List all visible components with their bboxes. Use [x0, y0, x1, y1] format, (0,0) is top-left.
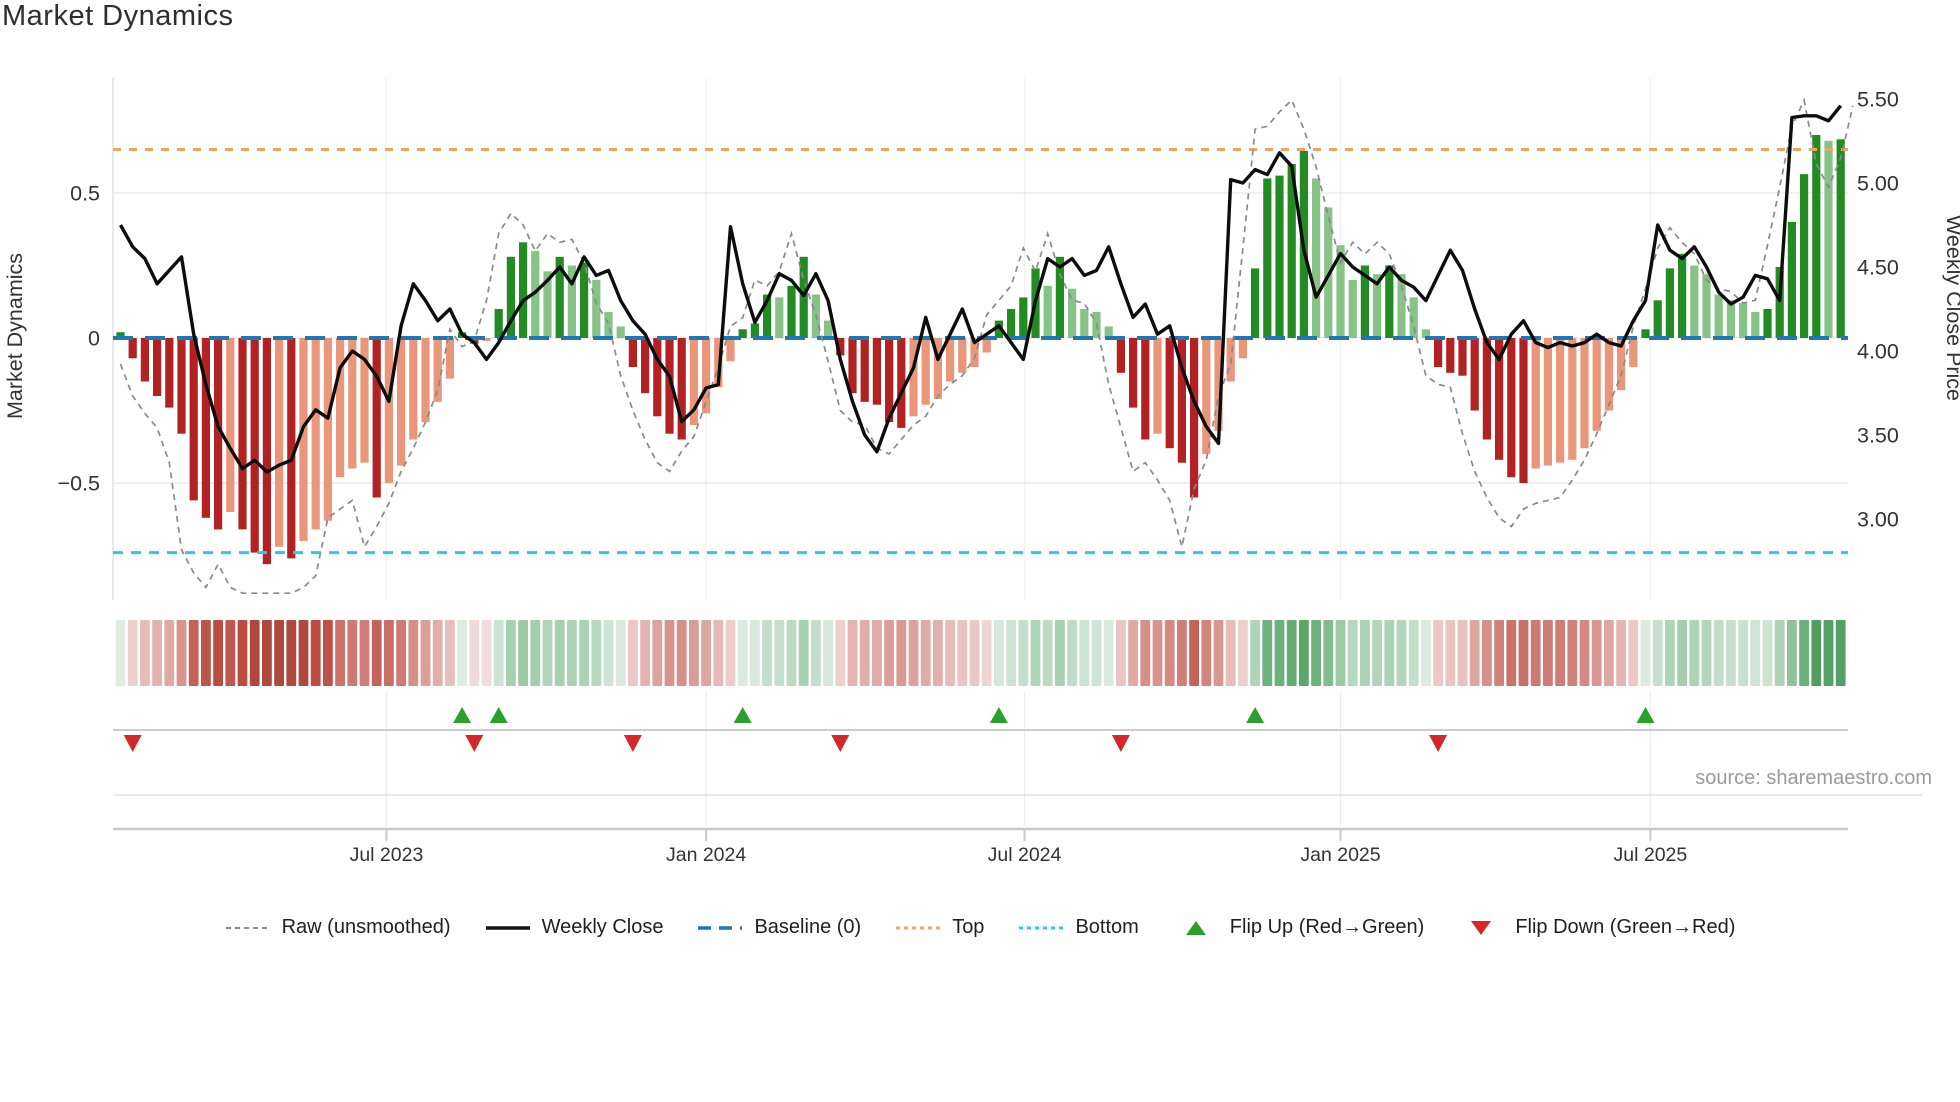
y-axis-labels: 0.5 0 −0.5 5.50 5.00 4.50 4.00 3.50 3.00 Market D… — [3, 88, 1960, 532]
flip-down-marker — [465, 735, 484, 752]
flip-down-marker — [623, 735, 642, 752]
x-tick-label: Jul 2023 — [350, 844, 424, 866]
dashed-line-icon — [225, 926, 270, 929]
left-tick-label: 0 — [88, 327, 100, 351]
left-tick-label: 0.5 — [70, 182, 100, 206]
right-tick-label: 3.00 — [1857, 508, 1899, 532]
right-tick-label: 3.50 — [1857, 424, 1899, 448]
flip-down-marker — [123, 735, 142, 752]
legend-label: Top — [952, 916, 985, 938]
right-axis-title: Weekly Close Price — [1942, 215, 1960, 401]
legend-label: Baseline (0) — [754, 916, 862, 938]
right-tick-label: 4.50 — [1857, 256, 1899, 280]
flip-up-marker — [489, 707, 508, 723]
flip-up-marker — [1636, 707, 1655, 723]
left-axis-title: Market Dynamics — [3, 253, 27, 419]
legend-label: Flip Up (Red→Green) — [1229, 916, 1425, 938]
right-tick-label: 5.00 — [1857, 172, 1899, 196]
right-tick-label: 4.00 — [1857, 340, 1899, 364]
solid-line-icon — [485, 925, 530, 930]
x-axis: Jul 2023 Jan 2024 Jul 2024 Jan 2025 Jul 2025 — [113, 794, 1922, 866]
flip-up-marker — [1246, 707, 1265, 723]
source-credit: source: sharemaestro.com — [1695, 767, 1932, 789]
legend-label: Bottom — [1075, 916, 1139, 938]
legend-label: Raw (unsmoothed) — [281, 916, 451, 938]
page-title: Market Dynamics — [2, 0, 234, 32]
left-tick-label: −0.5 — [58, 472, 100, 496]
flip-up-marker — [453, 707, 472, 723]
dotted-line-icon — [896, 926, 941, 929]
chart-legend: Raw (unsmoothed) Weekly Close Baseline (0)… — [0, 916, 1960, 939]
flip-up-marker — [733, 707, 752, 723]
legend-item-0: Raw (unsmoothed) — [225, 916, 451, 939]
legend-item-1: Weekly Close — [485, 916, 664, 939]
legend-item-6: Flip Down (Green→Red) — [1458, 916, 1735, 939]
chart-canvas: Jul 2023 Jan 2024 Jul 2024 Jan 2025 Jul 2025… — [3, 78, 1960, 866]
legend-label: Weekly Close — [541, 916, 664, 938]
flip-up-marker — [989, 707, 1008, 723]
legend-label: Flip Down (Green→Red) — [1515, 916, 1736, 938]
heatmap-strip — [115, 620, 1846, 686]
legend-item-5: Flip Up (Red→Green) — [1173, 916, 1425, 939]
flip-markers — [113, 707, 1848, 752]
legend-item-2: Baseline (0) — [697, 916, 861, 939]
legend-item-4: Bottom — [1018, 916, 1139, 939]
raw-line — [119, 97, 1854, 595]
dashed-long-icon — [698, 925, 743, 930]
legend-item-3: Top — [895, 916, 984, 939]
flip-down-marker — [831, 735, 850, 752]
flip-down-marker — [1429, 735, 1448, 752]
weekly-close-line — [119, 104, 1843, 474]
x-tick-label: Jul 2024 — [988, 844, 1062, 866]
triangle-down-icon — [1471, 920, 1492, 935]
flip-down-marker — [1111, 735, 1130, 752]
x-tick-label: Jan 2025 — [1300, 844, 1380, 866]
dotted-line-icon — [1019, 926, 1064, 929]
oscillator-bars — [116, 135, 1845, 565]
x-tick-label: Jul 2025 — [1614, 844, 1688, 866]
triangle-up-icon — [1185, 920, 1206, 935]
x-tick-label: Jan 2024 — [666, 844, 746, 866]
right-tick-label: 5.50 — [1857, 88, 1899, 112]
